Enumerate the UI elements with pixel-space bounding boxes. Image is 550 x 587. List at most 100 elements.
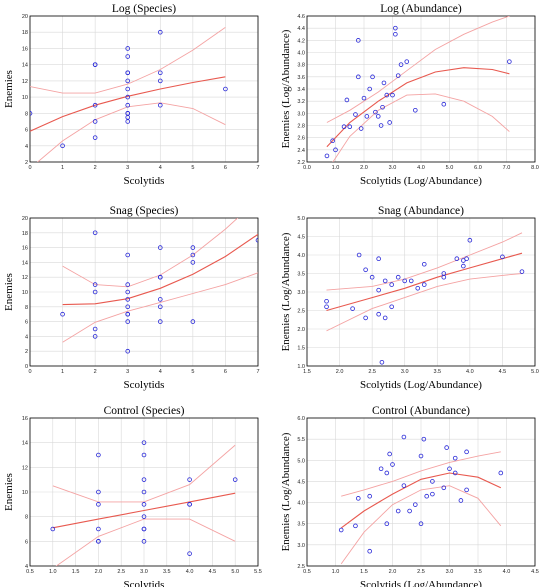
- x-tick-label: 3.0: [446, 569, 454, 575]
- x-tick-label: 8.0: [531, 165, 539, 171]
- y-tick-label: 3.4: [297, 87, 305, 93]
- y-tick-label: 14: [22, 63, 28, 69]
- x-tick-label: 4.0: [466, 369, 474, 375]
- y-tick-label: 10: [22, 95, 28, 101]
- x-tick-label: 4.5: [531, 569, 539, 575]
- data-point: [373, 109, 378, 115]
- data-point: [92, 289, 98, 295]
- data-point: [353, 112, 358, 117]
- data-point: [125, 70, 131, 76]
- x-tick-label: 6: [224, 165, 227, 171]
- data-point: [96, 539, 101, 544]
- data-point: [92, 334, 98, 339]
- data-point: [461, 263, 466, 269]
- y-tick-label: 5.0: [297, 216, 305, 222]
- y-tick-label: 20: [22, 216, 28, 222]
- y-tick-label: 10: [22, 490, 28, 496]
- y-tick-label: 16: [22, 46, 28, 52]
- data-point: [157, 274, 163, 280]
- data-point: [384, 470, 390, 476]
- y-tick-label: 2.8: [297, 124, 305, 130]
- y-tick-label: 2.2: [297, 160, 305, 166]
- y-axis-label: Enemies (Log/Abundance): [280, 232, 292, 351]
- data-point: [96, 452, 101, 458]
- data-point: [141, 539, 147, 544]
- data-point: [370, 74, 375, 80]
- y-tick-label: 4.0: [297, 501, 305, 507]
- x-tick-label: 2: [94, 165, 97, 171]
- x-tick-label: 2.0: [95, 569, 103, 575]
- x-axis-label: Scolytids (Log/Abundance): [360, 379, 482, 391]
- data-point: [125, 304, 131, 310]
- data-point: [500, 254, 505, 260]
- data-point: [424, 493, 430, 499]
- data-point: [125, 46, 131, 51]
- x-tick-label: 2.0: [389, 569, 397, 575]
- y-tick-label: 12: [22, 275, 28, 281]
- confidence-band-lower: [55, 518, 236, 566]
- data-point: [412, 107, 418, 113]
- data-point: [141, 502, 147, 507]
- x-tick-label: 3.0: [140, 569, 148, 575]
- fit-line: [326, 67, 510, 148]
- data-point: [395, 508, 401, 514]
- data-point: [398, 62, 404, 67]
- y-tick-label: 3.5: [297, 522, 305, 528]
- data-point: [382, 278, 388, 284]
- data-point: [157, 297, 163, 302]
- y-tick-label: 2.5: [297, 564, 305, 570]
- data-point: [190, 319, 196, 324]
- data-point: [389, 304, 394, 310]
- data-point: [415, 285, 421, 291]
- x-tick-label: 1: [61, 369, 64, 375]
- y-tick-label: 2.4: [297, 148, 305, 154]
- data-point: [157, 78, 163, 84]
- y-tick-label: 4: [25, 144, 28, 150]
- y-tick-label: 4: [25, 334, 28, 340]
- data-point: [96, 502, 101, 507]
- x-tick-label: 4.5: [209, 569, 217, 575]
- y-tick-label: 4.5: [297, 479, 305, 485]
- data-point: [444, 445, 449, 450]
- plot-area: [50, 440, 238, 566]
- data-point: [454, 256, 460, 262]
- confidence-band-lower: [340, 485, 502, 565]
- data-point: [418, 521, 424, 527]
- x-tick-label: 3.0: [389, 165, 397, 171]
- data-point: [418, 453, 424, 459]
- data-point: [356, 252, 362, 258]
- data-point: [382, 315, 388, 321]
- y-tick-label: 12: [22, 79, 28, 85]
- data-point: [125, 94, 131, 100]
- data-point: [430, 479, 435, 484]
- data-point: [141, 514, 147, 519]
- data-point: [125, 54, 131, 59]
- fit-line: [340, 472, 502, 529]
- data-point: [141, 526, 147, 532]
- chart-title: Control (Abundance): [372, 405, 470, 417]
- data-point: [92, 230, 98, 236]
- data-point: [187, 502, 192, 507]
- data-point: [452, 470, 458, 476]
- x-tick-label: 4.0: [186, 569, 194, 575]
- y-tick-label: 6.0: [297, 416, 305, 422]
- data-point: [376, 311, 381, 317]
- data-point: [190, 245, 196, 250]
- x-axis-label: Scolytids: [124, 379, 165, 391]
- data-point: [390, 462, 395, 467]
- data-point: [187, 477, 192, 482]
- data-point: [141, 477, 147, 482]
- confidence-band-upper: [30, 27, 226, 94]
- data-point: [157, 245, 163, 250]
- data-point: [389, 282, 394, 287]
- data-point: [441, 101, 447, 107]
- x-tick-label: 2.5: [417, 569, 425, 575]
- data-point: [96, 489, 101, 495]
- chart-panel-4: 1.5 2.0 2.5 3.0 3.5 4.0 4.5 5.01.01.52.02.53.03…: [280, 205, 539, 391]
- y-tick-label: 20: [22, 14, 28, 20]
- x-tick-label: 4: [159, 165, 162, 171]
- data-point: [333, 147, 338, 153]
- data-point: [330, 138, 335, 144]
- x-tick-label: 5.0: [446, 165, 454, 171]
